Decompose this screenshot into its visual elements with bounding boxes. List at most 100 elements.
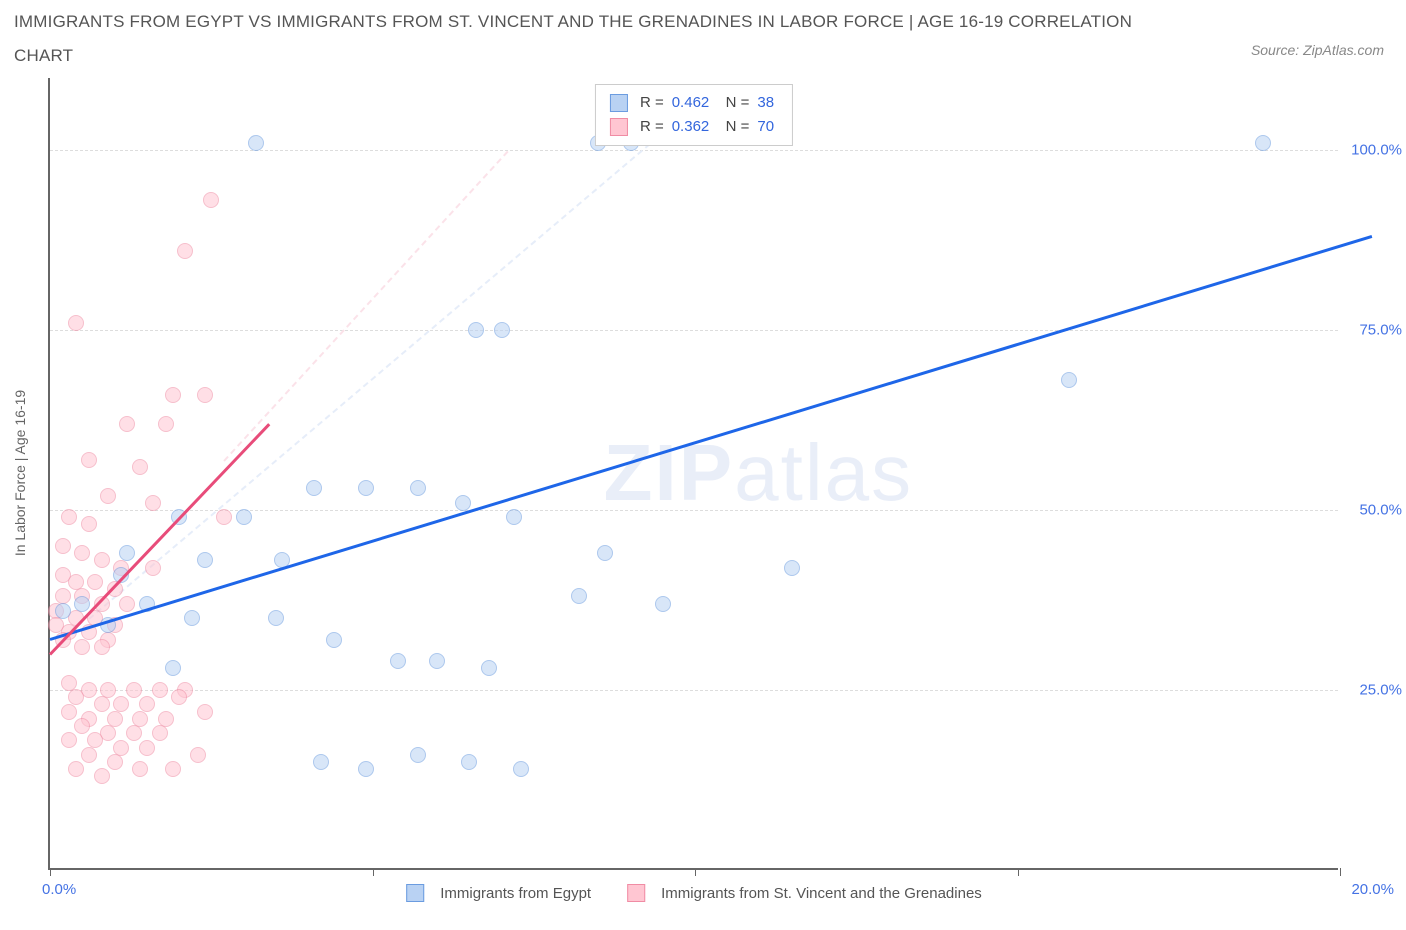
scatter-point-series2 — [132, 459, 148, 475]
legend-r-label: R = — [640, 91, 664, 115]
legend-swatch — [610, 94, 628, 112]
scatter-point-series2 — [94, 552, 110, 568]
scatter-point-series1 — [429, 653, 445, 669]
scatter-point-series1 — [571, 588, 587, 604]
scatter-point-series2 — [132, 761, 148, 777]
scatter-point-series1 — [197, 552, 213, 568]
source-label: Source: ZipAtlas.com — [1251, 42, 1384, 58]
legend-swatch — [406, 884, 424, 902]
scatter-point-series2 — [119, 416, 135, 432]
scatter-point-series1 — [410, 480, 426, 496]
scatter-point-series2 — [61, 509, 77, 525]
scatter-point-series2 — [197, 704, 213, 720]
scatter-point-series1 — [248, 135, 264, 151]
scatter-point-series2 — [177, 243, 193, 259]
scatter-point-series2 — [100, 488, 116, 504]
watermark: ZIPatlas — [604, 427, 913, 519]
legend-n-value: 70 — [757, 115, 774, 139]
dashed-extension-line — [223, 150, 508, 461]
x-tick — [50, 868, 51, 876]
scatter-point-series1 — [468, 322, 484, 338]
legend-series: Immigrants from Egypt Immigrants from St.… — [406, 884, 982, 902]
scatter-point-series1 — [184, 610, 200, 626]
scatter-point-series1 — [513, 761, 529, 777]
x-tick — [373, 868, 374, 876]
watermark-bold: ZIP — [604, 428, 734, 517]
scatter-point-series2 — [94, 696, 110, 712]
legend-series-label: Immigrants from Egypt — [440, 885, 591, 902]
scatter-point-series1 — [784, 560, 800, 576]
scatter-point-series1 — [506, 509, 522, 525]
legend-n-label: N = — [717, 91, 749, 115]
legend-swatch — [610, 118, 628, 136]
watermark-light: atlas — [734, 428, 913, 517]
scatter-point-series2 — [139, 740, 155, 756]
scatter-point-series2 — [197, 387, 213, 403]
scatter-point-series2 — [165, 761, 181, 777]
x-axis-label-max: 20.0% — [1351, 881, 1394, 898]
legend-n-value: 38 — [757, 91, 774, 115]
scatter-point-series2 — [68, 761, 84, 777]
scatter-point-series1 — [236, 509, 252, 525]
scatter-point-series1 — [655, 596, 671, 612]
chart-plot-area: ZIPatlas In Labor Force | Age 16-19 25.0… — [48, 78, 1338, 870]
scatter-point-series1 — [494, 322, 510, 338]
scatter-point-series2 — [126, 725, 142, 741]
dashed-extension-line — [88, 143, 650, 620]
legend-correlation: R = 0.462 N = 38R = 0.362 N = 70 — [595, 84, 793, 146]
scatter-point-series1 — [313, 754, 329, 770]
scatter-point-series1 — [74, 596, 90, 612]
scatter-point-series2 — [74, 545, 90, 561]
scatter-point-series2 — [190, 747, 206, 763]
scatter-point-series2 — [87, 574, 103, 590]
scatter-point-series1 — [119, 545, 135, 561]
scatter-point-series1 — [597, 545, 613, 561]
scatter-point-series1 — [390, 653, 406, 669]
legend-correlation-row: R = 0.462 N = 38 — [610, 91, 778, 115]
scatter-point-series2 — [81, 516, 97, 532]
scatter-point-series2 — [158, 416, 174, 432]
legend-series-item: Immigrants from St. Vincent and the Gren… — [627, 884, 982, 902]
scatter-point-series2 — [61, 732, 77, 748]
scatter-point-series2 — [74, 718, 90, 734]
scatter-point-series1 — [410, 747, 426, 763]
legend-swatch — [627, 884, 645, 902]
scatter-point-series2 — [165, 387, 181, 403]
legend-n-label: N = — [717, 115, 749, 139]
scatter-point-series2 — [145, 495, 161, 511]
scatter-point-series2 — [203, 192, 219, 208]
scatter-point-series1 — [358, 761, 374, 777]
scatter-point-series2 — [152, 725, 168, 741]
scatter-point-series2 — [81, 747, 97, 763]
scatter-point-series2 — [107, 754, 123, 770]
y-axis-label: In Labor Force | Age 16-19 — [12, 390, 28, 556]
trend-line — [50, 235, 1373, 641]
legend-r-value: 0.362 — [672, 115, 710, 139]
gridline — [50, 690, 1338, 691]
chart-subtitle: CHART — [14, 46, 73, 66]
scatter-point-series2 — [171, 689, 187, 705]
y-tick-label: 25.0% — [1359, 682, 1402, 699]
scatter-point-series2 — [55, 538, 71, 554]
scatter-point-series2 — [145, 560, 161, 576]
scatter-point-series1 — [455, 495, 471, 511]
legend-r-label: R = — [640, 115, 664, 139]
scatter-point-series2 — [94, 768, 110, 784]
scatter-point-series2 — [216, 509, 232, 525]
scatter-point-series2 — [81, 452, 97, 468]
scatter-point-series1 — [358, 480, 374, 496]
y-tick-label: 50.0% — [1359, 502, 1402, 519]
scatter-point-series2 — [119, 596, 135, 612]
scatter-point-series2 — [68, 315, 84, 331]
scatter-point-series1 — [268, 610, 284, 626]
scatter-point-series1 — [326, 632, 342, 648]
scatter-point-series2 — [152, 682, 168, 698]
scatter-point-series1 — [481, 660, 497, 676]
x-tick — [1018, 868, 1019, 876]
y-tick-label: 75.0% — [1359, 322, 1402, 339]
legend-correlation-row: R = 0.362 N = 70 — [610, 115, 778, 139]
scatter-point-series2 — [74, 639, 90, 655]
scatter-point-series1 — [165, 660, 181, 676]
scatter-point-series2 — [94, 639, 110, 655]
scatter-point-series2 — [61, 704, 77, 720]
